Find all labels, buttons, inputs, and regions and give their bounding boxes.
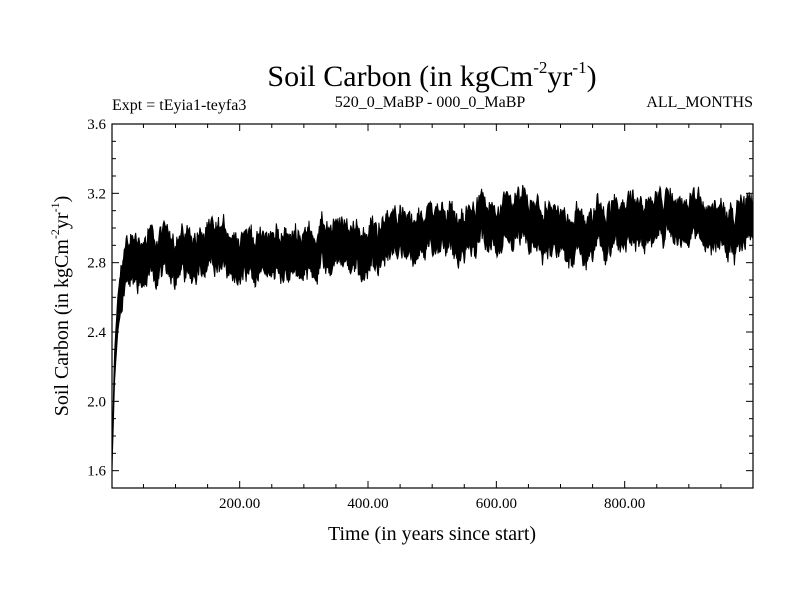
series-soil-carbon xyxy=(111,184,754,471)
x-axis-ticks: 200.00 400.00 600.00 800.00 xyxy=(142,124,722,512)
y-axis-ticks: 1.6 2.0 2.4 2.8 3.2 3.6 xyxy=(87,117,753,480)
x-tick-label: 400.00 xyxy=(347,496,388,512)
y-tick-label: 1.6 xyxy=(87,464,106,480)
y-tick-label: 2.0 xyxy=(87,394,106,410)
y-axis-label: Soil Carbon (in kgCm-2yr-1) xyxy=(48,196,73,417)
x-tick-label: 200.00 xyxy=(219,496,260,512)
subtitle-months: ALL_MONTHS xyxy=(646,94,753,111)
x-axis-label: Time (in years since start) xyxy=(328,523,536,545)
chart-title: Soil Carbon (in kgCm-2yr-1) xyxy=(267,58,596,93)
y-tick-label: 3.2 xyxy=(87,186,106,202)
y-tick-label: 3.6 xyxy=(87,117,106,133)
x-tick-label: 600.00 xyxy=(476,496,517,512)
y-tick-label: 2.4 xyxy=(87,325,106,341)
x-tick-label: 800.00 xyxy=(604,496,645,512)
plot-frame xyxy=(111,123,754,489)
subtitle-experiment: Expt = tEyia1-teyfa3 xyxy=(112,97,246,114)
subtitle-period: 520_0_MaBP - 000_0_MaBP xyxy=(335,94,526,111)
y-tick-label: 2.8 xyxy=(87,256,106,272)
